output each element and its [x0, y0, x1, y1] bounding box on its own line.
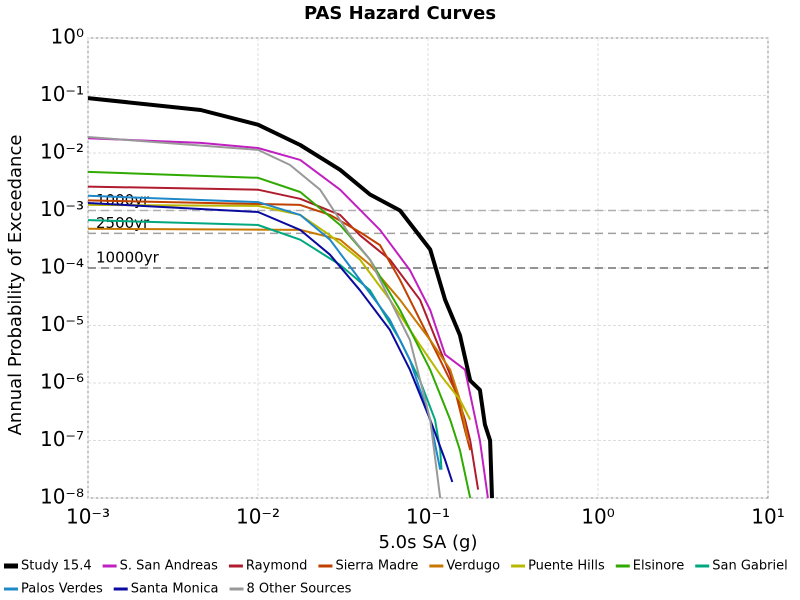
y-tick-label: 10⁰	[51, 25, 84, 49]
legend-item: 8 Other Sources	[229, 582, 352, 597]
legend-label: Sierra Madre	[335, 559, 418, 574]
series-line	[87, 170, 472, 499]
legend-item: Raymond	[228, 559, 308, 574]
legend-label: 8 Other Sources	[247, 582, 352, 597]
legend-item: Elsinore	[615, 559, 684, 574]
series-line	[87, 137, 489, 499]
legend-label: Santa Monica	[131, 582, 219, 597]
legend-item: Puente Hills	[511, 559, 605, 574]
series-line	[87, 194, 442, 470]
series-line	[87, 202, 454, 483]
legend-label: Palos Verdes	[21, 582, 103, 597]
y-tick-label: 10⁻¹	[40, 82, 84, 106]
legend-item: S. San Andreas	[102, 559, 219, 574]
series-line	[87, 227, 469, 441]
legend-item: Santa Monica	[113, 582, 219, 597]
legend-label: Raymond	[246, 559, 308, 574]
x-tick-label: 10⁻¹	[406, 505, 450, 529]
x-axis-label: 5.0s SA (g)	[379, 532, 478, 553]
series-line	[87, 199, 472, 451]
x-tick-label: 10⁰	[581, 505, 614, 529]
series-line	[87, 96, 494, 499]
y-tick-label: 10⁻⁴	[40, 255, 84, 279]
x-tick-label: 10⁻²	[236, 505, 280, 529]
legend-label: Verdugo	[446, 559, 500, 574]
series-line	[87, 219, 443, 470]
legend-item: Verdugo	[429, 559, 500, 574]
x-tick-label: 10¹	[751, 505, 784, 529]
legend-label: Puente Hills	[528, 559, 605, 574]
legend-label: Study 15.4	[21, 559, 92, 574]
y-tick-label: 10⁻⁵	[40, 312, 84, 336]
series-line	[87, 136, 442, 499]
y-tick-label: 10⁻⁸	[40, 485, 84, 509]
chart-title: PAS Hazard Curves	[304, 3, 496, 24]
y-tick-label: 10⁻³	[40, 197, 84, 221]
x-tick-label: 10⁻³	[66, 505, 110, 529]
y-axis-label: Annual Probability of Exceedance	[5, 135, 26, 436]
y-tick-label: 10⁻²	[40, 140, 84, 164]
y-tick-label: 10⁻⁶	[40, 370, 84, 394]
legend-item: San Gabriel	[695, 559, 788, 574]
legend-label: San Gabriel	[712, 559, 787, 574]
legend-label: Elsinore	[633, 559, 684, 574]
series-line	[87, 185, 480, 490]
annotation: 10000yr	[96, 249, 160, 267]
y-tick-label: 10⁻⁷	[40, 427, 84, 451]
legend-item: Sierra Madre	[318, 559, 418, 574]
annotation: 2500yr	[96, 214, 150, 232]
legend-label: S. San Andreas	[120, 559, 219, 574]
legend-item: Palos Verdes	[4, 582, 103, 597]
legend-item: Study 15.4	[4, 559, 92, 574]
series-line	[87, 203, 472, 421]
